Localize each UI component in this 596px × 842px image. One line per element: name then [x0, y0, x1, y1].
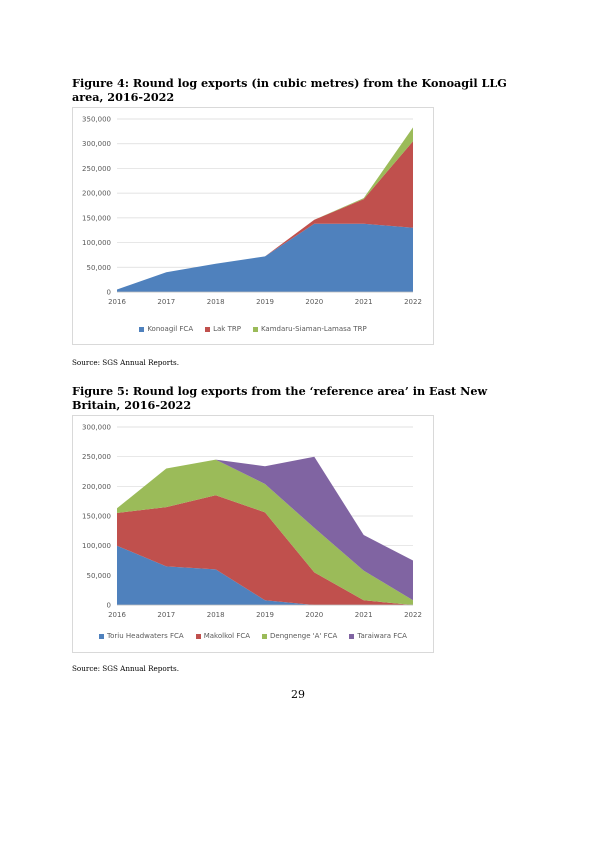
legend-swatch [205, 326, 211, 332]
x-tick-label: 2017 [157, 611, 175, 619]
legend-label: Makolkol FCA [203, 632, 251, 640]
area-series-taraiwara-fca [117, 456, 413, 601]
y-tick-label: 0 [107, 289, 111, 297]
legend-label: Dengnenge 'A' FCA [270, 632, 338, 640]
legend-item: Kamdaru-Siaman-Lamasa TRP [252, 325, 367, 333]
x-tick-label: 2019 [256, 611, 274, 619]
legend-swatch [195, 633, 201, 639]
figure-4-legend: Konoagil FCA Lak TRP Kamdaru-Siaman-Lamasa… [73, 325, 433, 333]
figure-4-chart: 0 50,000 100,000 150,000 200,000 250,000 300,0… [72, 107, 434, 345]
y-tick-label: 150,000 [82, 214, 111, 222]
page-number: 29 [291, 688, 305, 701]
x-tick-label: 2020 [305, 611, 323, 619]
legend-label: Toriu Headwaters FCA [107, 632, 184, 640]
y-tick-label: 100,000 [82, 542, 111, 550]
legend-swatch [99, 633, 105, 639]
figure-4-plot: 0 50,000 100,000 150,000 200,000 250,000 300,0… [82, 116, 422, 307]
legend-swatch [262, 633, 268, 639]
y-tick-label: 350,000 [82, 116, 111, 124]
x-tick-label: 2017 [157, 298, 175, 306]
area-series-lak-trp [117, 141, 413, 290]
y-tick-label: 300,000 [82, 140, 111, 148]
y-tick-label: 50,000 [87, 264, 112, 272]
figure-5-plot: 0 50,000 100,000 150,000 200,000 250,000 300,0… [82, 424, 422, 620]
x-tick-label: 2022 [404, 611, 422, 619]
x-tick-label: 2020 [305, 298, 323, 306]
x-tick-label: 2018 [207, 611, 225, 619]
figure-4-title: Figure 4: Round log exports (in cubic me… [72, 76, 507, 104]
x-tick-label: 2022 [404, 298, 422, 306]
y-tick-label: 100,000 [82, 239, 111, 247]
x-tick-label: 2021 [355, 298, 373, 306]
y-tick-label: 0 [107, 602, 111, 610]
figure-4-source: Source: SGS Annual Reports. [72, 358, 180, 367]
legend-item: Makolkol FCA [195, 632, 251, 640]
legend-item: Toriu Headwaters FCA [99, 632, 184, 640]
x-tick-label: 2021 [355, 611, 373, 619]
legend-item: Dengnenge 'A' FCA [262, 632, 337, 640]
area-series-konoagil-fca [117, 223, 413, 292]
y-tick-label: 50,000 [87, 572, 112, 580]
legend-swatch [139, 326, 145, 332]
y-tick-label: 200,000 [82, 483, 111, 491]
x-tick-label: 2016 [108, 298, 126, 306]
figure-5-title: Figure 5: Round log exports from the ‘re… [72, 384, 488, 412]
y-tick-label: 250,000 [82, 165, 111, 173]
y-tick-label: 150,000 [82, 513, 111, 521]
x-tick-label: 2018 [207, 298, 225, 306]
legend-swatch [252, 326, 258, 332]
legend-label: Kamdaru-Siaman-Lamasa TRP [260, 325, 367, 333]
area-series-dengnenge-a-fca [117, 459, 413, 605]
y-tick-label: 300,000 [82, 424, 111, 432]
y-tick-label: 200,000 [82, 190, 111, 198]
legend-label: Konoagil FCA [147, 325, 194, 333]
y-tick-label: 250,000 [82, 453, 111, 461]
area-series-makolkol-fca [117, 495, 413, 605]
legend-item: Konoagil FCA [139, 325, 193, 333]
legend-label: Taraiwara FCA [357, 632, 407, 640]
figure-5-chart: 0 50,000 100,000 150,000 200,000 250,000 300,0… [72, 415, 434, 653]
legend-item: Taraiwara FCA [349, 632, 407, 640]
x-tick-label: 2016 [108, 611, 126, 619]
figure-5-source: Source: SGS Annual Reports. [72, 664, 180, 673]
area-series-toriu-headwaters-fca [117, 545, 413, 605]
legend-item: Lak TRP [205, 325, 241, 333]
figure-5-legend: Toriu Headwaters FCA Makolkol FCA Dengneng… [73, 632, 433, 640]
legend-swatch [349, 633, 355, 639]
x-tick-label: 2019 [256, 298, 274, 306]
legend-label: Lak TRP [213, 325, 241, 333]
